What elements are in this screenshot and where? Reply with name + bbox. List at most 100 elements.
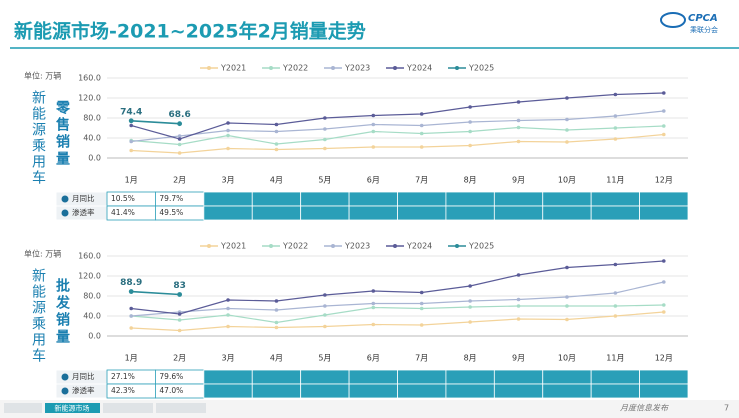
data-point xyxy=(661,124,666,128)
legend-marker xyxy=(207,66,211,70)
data-point xyxy=(274,129,279,134)
legend-marker xyxy=(455,66,459,70)
data-point xyxy=(323,137,327,142)
table-cell xyxy=(445,191,495,207)
logo-sub: 乘联分会 xyxy=(690,25,718,34)
data-point xyxy=(129,306,134,311)
data-point xyxy=(565,128,569,132)
data-point xyxy=(128,289,134,294)
row-icon xyxy=(61,373,69,381)
table-cell xyxy=(493,383,544,399)
table-cell xyxy=(300,369,350,385)
data-point xyxy=(661,259,666,263)
x-tick-label: 5月 xyxy=(318,176,331,185)
table-cell xyxy=(493,369,544,385)
data-point xyxy=(419,123,424,128)
legend-label: Y2023 xyxy=(344,242,370,251)
table-cell xyxy=(590,369,640,385)
x-tick-label: 5月 xyxy=(318,354,331,363)
x-tick-label: 2月 xyxy=(173,176,186,185)
x-tick-label: 6月 xyxy=(367,176,380,185)
data-point xyxy=(323,324,327,329)
data-point xyxy=(323,116,327,120)
data-point xyxy=(226,313,230,317)
data-point xyxy=(468,105,472,109)
data-label: 88.9 xyxy=(120,278,142,288)
data-point xyxy=(565,295,569,299)
data-point xyxy=(468,299,472,303)
table-cell xyxy=(203,205,253,221)
y-tick-label: 120.0 xyxy=(78,272,101,281)
table-cell xyxy=(590,191,640,207)
page-number: 7 xyxy=(724,404,729,413)
data-point xyxy=(613,137,618,141)
series-line xyxy=(131,304,664,324)
chart-title: 零售销量 xyxy=(54,99,71,168)
data-point xyxy=(274,147,279,152)
data-point xyxy=(661,109,666,113)
table-cell xyxy=(639,383,689,399)
table-cell xyxy=(493,205,544,221)
y-tick-label: 0.0 xyxy=(88,332,101,341)
data-point xyxy=(177,137,182,141)
table-cell xyxy=(251,191,302,207)
table-cell xyxy=(397,383,447,399)
x-tick-label: 9月 xyxy=(512,354,525,363)
data-label: 83 xyxy=(173,281,186,291)
table-cell xyxy=(542,369,592,385)
data-point xyxy=(516,317,521,321)
x-tick-label: 8月 xyxy=(464,176,477,185)
x-tick-label: 12月 xyxy=(655,176,673,185)
logo-text: CPCA xyxy=(688,13,718,24)
side-label: 新能源乘用车 xyxy=(30,268,46,364)
x-tick-label: 11月 xyxy=(606,176,624,185)
data-point xyxy=(226,133,230,138)
data-point xyxy=(323,304,327,308)
data-point xyxy=(226,146,230,151)
table-cell xyxy=(445,369,495,385)
legend-marker xyxy=(393,66,397,70)
side-label: 新能源乘用车 xyxy=(30,90,46,186)
x-tick-label: 7月 xyxy=(415,176,428,185)
data-point xyxy=(274,320,279,325)
data-point xyxy=(323,293,327,297)
table-cell xyxy=(300,383,350,399)
y-tick-label: 0.0 xyxy=(88,154,101,163)
legend-label: Y2022 xyxy=(282,242,308,251)
data-point xyxy=(468,305,472,309)
data-point xyxy=(516,297,521,302)
data-point xyxy=(565,265,569,270)
data-point xyxy=(419,112,424,116)
legend-label: Y2024 xyxy=(406,242,432,251)
data-point xyxy=(468,120,472,124)
series-line xyxy=(131,311,664,332)
data-point xyxy=(661,280,666,284)
table-value: 10.5% xyxy=(111,194,135,203)
legend-label: Y2023 xyxy=(344,64,370,73)
data-point xyxy=(371,305,376,310)
data-point xyxy=(177,134,182,138)
data-label: 74.4 xyxy=(120,107,142,117)
data-point xyxy=(371,129,376,134)
table-cell xyxy=(251,369,302,385)
table-cell xyxy=(348,205,398,221)
legend-label: Y2024 xyxy=(406,64,432,73)
series-line xyxy=(131,92,664,140)
data-point xyxy=(129,148,134,153)
data-point xyxy=(419,306,424,311)
series-line xyxy=(131,125,664,146)
data-point xyxy=(468,129,472,134)
data-point xyxy=(226,298,230,302)
data-point xyxy=(565,96,569,100)
data-point xyxy=(274,308,279,312)
footer-tab xyxy=(156,403,206,413)
row-header: 月同比 xyxy=(72,371,95,381)
data-point xyxy=(274,122,279,127)
data-point xyxy=(661,310,666,314)
x-tick-label: 11月 xyxy=(606,354,624,363)
y-tick-label: 160.0 xyxy=(78,74,101,83)
table-value: 41.4% xyxy=(111,208,135,217)
data-point xyxy=(419,145,424,149)
table-cell xyxy=(590,205,640,221)
